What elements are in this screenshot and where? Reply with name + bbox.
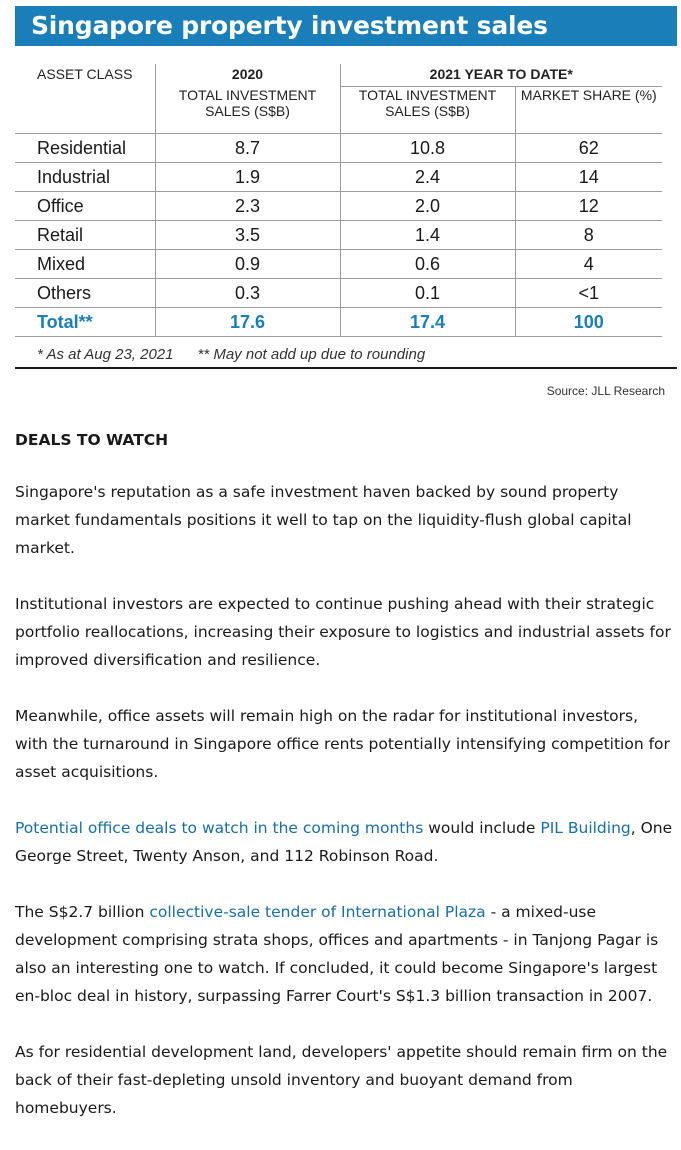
international-plaza-link[interactable]: collective-sale tender of International …	[149, 903, 486, 921]
paragraph-text: would include	[423, 819, 541, 837]
value-2020: 8.7	[154, 133, 340, 163]
market-share: 8	[514, 220, 663, 250]
graphic-bottom-rule	[15, 367, 677, 369]
paragraph: As for residential development land, dev…	[15, 1043, 668, 1117]
asset-label: Retail	[15, 220, 155, 250]
paragraph: The S$2.7 billion collective-sale tender…	[15, 898, 675, 1010]
market-share: 14	[514, 162, 663, 192]
table-row: Industrial 1.9 2.4 14	[15, 162, 663, 192]
asset-label: Mixed	[15, 249, 155, 279]
table-row: Retail 3.5 1.4 8	[15, 220, 663, 250]
value-2020: 3.5	[154, 220, 340, 250]
investment-table-wrap: ASSET CLASS 2020 2021 YEAR TO DATE* TOTA…	[15, 64, 677, 396]
total-2020: 17.6	[154, 307, 340, 337]
value-2021: 2.4	[339, 162, 515, 192]
paragraph: Institutional investors are expected to …	[15, 595, 671, 669]
value-2021: 2.0	[339, 191, 515, 221]
table-header-row: ASSET CLASS 2020 2021 YEAR TO DATE*	[15, 64, 663, 87]
table-row: Others 0.3 0.1 <1	[15, 278, 663, 308]
value-2021: 1.4	[339, 220, 515, 250]
paragraph-text: The S$2.7 billion	[15, 903, 150, 921]
asset-label: Office	[15, 191, 155, 221]
paragraph-text: , One George Street, Twenty Anson, and 1…	[15, 819, 673, 865]
total-row: Total** 17.6 17.4 100	[15, 307, 663, 337]
asset-class-header: ASSET CLASS	[37, 66, 133, 82]
table-row: Residential 8.7 10.8 62	[15, 133, 663, 163]
value-2020: 0.9	[154, 249, 340, 279]
table-subheader-row: TOTAL INVESTMENT SALES (S$B) TOTAL INVES…	[15, 86, 663, 134]
market-share: 62	[514, 133, 663, 163]
investment-sales-table: ASSET CLASS 2020 2021 YEAR TO DATE* TOTA…	[15, 64, 663, 337]
asset-label: Residential	[15, 133, 155, 163]
pil-building-link[interactable]: PIL Building	[540, 819, 631, 837]
table-footnotes: * As at Aug 23, 2021 ** May not add up du…	[37, 346, 425, 363]
total-label: Total**	[15, 307, 155, 337]
footnote-rounding: ** May not add up due to rounding	[197, 346, 426, 363]
value-2021: 10.8	[339, 133, 515, 163]
value-2021: 0.1	[339, 278, 515, 308]
section-heading: DEALS TO WATCH	[15, 431, 169, 449]
source-credit: Source: JLL Research	[546, 384, 665, 398]
market-share-header: MARKET SHARE (%)	[514, 86, 663, 134]
empty-header-cell	[15, 87, 155, 134]
office-deals-link[interactable]: Potential office deals to watch in the c…	[15, 819, 424, 837]
market-share: 4	[514, 249, 663, 279]
table-row: Office 2.3 2.0 12	[15, 191, 663, 221]
value-2020: 0.3	[154, 278, 340, 308]
total-2021: 17.4	[339, 307, 515, 337]
value-2020: 2.3	[154, 191, 340, 221]
article-body: DEALS TO WATCH Singapore's reputation as…	[15, 428, 675, 1150]
paragraph: Meanwhile, office assets will remain hig…	[15, 707, 670, 781]
paragraph: Potential office deals to watch in the c…	[15, 814, 675, 870]
total-share: 100	[514, 307, 663, 337]
asset-label: Industrial	[15, 162, 155, 192]
market-share: <1	[514, 278, 663, 308]
table-row: Mixed 0.9 0.6 4	[15, 249, 663, 279]
asset-label: Others	[15, 278, 155, 308]
year-2021-header: 2021 YEAR TO DATE*	[339, 64, 663, 87]
total-2020-header: TOTAL INVESTMENT SALES (S$B)	[154, 86, 340, 134]
investment-sales-graphic: Singapore property investment sales ASSE…	[15, 6, 677, 398]
total-2021-header: TOTAL INVESTMENT SALES (S$B)	[339, 86, 515, 134]
graphic-title: Singapore property investment sales	[15, 6, 677, 46]
market-share: 12	[514, 191, 663, 221]
paragraph: Singapore's reputation as a safe investm…	[15, 483, 632, 557]
paragraph-text: - a mixed-use development comprising str…	[15, 903, 659, 1005]
value-2021: 0.6	[339, 249, 515, 279]
value-2020: 1.9	[154, 162, 340, 192]
year-2020-header: 2020	[154, 64, 340, 87]
footnote-date: * As at Aug 23, 2021	[37, 346, 174, 363]
